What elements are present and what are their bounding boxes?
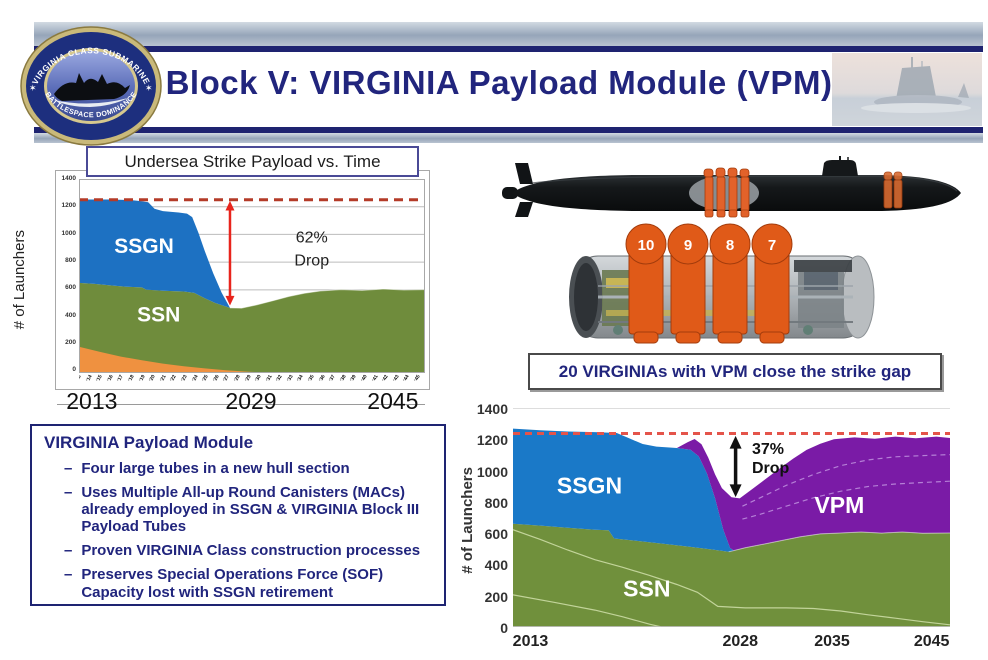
chart1-y-ticks: 1400 1200 1000 800 600 400 200 0 (57, 175, 76, 374)
chart1-minor-ticks: '13'14'15'16'17'18'19'20'21'22'23'24'25 '… (79, 374, 425, 387)
y-tick-label: 1200 (61, 202, 76, 210)
chart1-title-box: Undersea Strike Payload vs. Time (86, 146, 419, 177)
y-tick-label: 0 (72, 366, 76, 374)
y-tick-label: 1400 (61, 175, 76, 182)
tube-number-label: 10 (638, 237, 655, 254)
tube-number-label: 7 (768, 237, 776, 254)
y-tick-label: 400 (484, 557, 508, 574)
y-tick-label: 1400 (476, 401, 508, 417)
chart2-y-ticks: 1400 1200 1000 800 600 400 200 0 (472, 402, 508, 635)
submarine-side-view (502, 156, 961, 218)
header-rule-bottom (34, 127, 983, 133)
vpm-bullet-list: – Four large tubes in a new hull section –… (64, 460, 434, 601)
x-tick-label: 2045 (913, 633, 950, 650)
y-tick-label: 200 (65, 339, 76, 347)
strike-gap-banner: 20 VIRGINIAs with VPM close the strike g… (528, 353, 942, 390)
vpm-bullet: – Preserves Special Operations Force (SOF… (64, 566, 384, 601)
x-tick-label: 2029 (225, 388, 277, 414)
x-tick-label: 2028 (722, 633, 759, 650)
y-tick-label: 800 (484, 494, 508, 511)
y-tick-label: 1000 (476, 463, 508, 480)
chart1-undersea-strike-payload: 1400 1200 1000 800 600 400 200 0 SSGN SSN 62% Drop… (55, 170, 430, 390)
logo-star-right: ✶ (145, 83, 153, 93)
y-tick-label: 400 (65, 311, 76, 319)
y-tick-label: 600 (484, 526, 508, 543)
y-tick-label: 200 (484, 588, 508, 605)
x-tick-label: 2035 (814, 633, 850, 650)
chart2-plot-area: SSGN SSN VPM 37% Drop (513, 408, 950, 627)
chart1-title: Undersea Strike Payload vs. Time (124, 151, 381, 171)
vpm-bullet: – Four large tubes in a new hull section (64, 460, 350, 477)
header-top-band (34, 22, 983, 46)
x-tick-label: 2013 (66, 388, 118, 414)
tube-number-label: 8 (726, 237, 734, 254)
header-title-strip (34, 52, 983, 127)
y-tick-label: 1000 (61, 229, 76, 237)
vpm-bullet: – Proven VIRGINIA Class construction proc… (64, 542, 421, 560)
svg-text:37%: 37% (752, 441, 784, 458)
y-tick-label: 0 (500, 619, 508, 636)
minor-tick-label: '45 (413, 374, 422, 383)
svg-text:SSN: SSN (137, 304, 180, 327)
header-rule-top (34, 46, 983, 52)
y-tick-label: 1200 (476, 432, 508, 449)
page-title: Block V: VIRGINIA Payload Module (VPM) (165, 64, 833, 101)
chart2-x-major-labels: 2013 2028 2035 2045 (513, 633, 950, 655)
chart1-x-major-labels: 2013 2029 2045 (66, 388, 424, 414)
submarine-vpm-cutaway: 10 9 8 7 (569, 223, 875, 344)
chart1-plot-area: SSGN SSN 62% Drop (79, 179, 425, 373)
header-submarine-photo (832, 53, 982, 126)
y-tick-label: 800 (65, 257, 76, 265)
vpm-info-box: VIRGINIA Payload Module – Four large tube… (30, 424, 446, 606)
logo-star-left: ✶ (29, 83, 37, 93)
svg-text:SSN: SSN (623, 575, 670, 601)
svg-text:SSGN: SSGN (557, 472, 622, 498)
header-bottom-band (34, 133, 983, 143)
x-tick-label: 2045 (367, 388, 419, 414)
vpm-info-title: VIRGINIA Payload Module (44, 433, 254, 452)
strike-gap-banner-text: 20 VIRGINIAs with VPM close the strike g… (558, 361, 912, 381)
svg-text:VPM: VPM (814, 492, 864, 518)
y-tick-label: 600 (65, 284, 76, 292)
svg-text:Drop: Drop (294, 253, 329, 270)
chart1-axis-baseline (57, 404, 425, 405)
svg-text:62%: 62% (296, 230, 328, 247)
chart1-y-axis-title: # of Launchers (10, 230, 28, 330)
tube-number-label: 9 (684, 237, 692, 254)
x-tick-label: 2013 (512, 633, 549, 650)
svg-text:SSGN: SSGN (114, 235, 174, 258)
vpm-bullet: – Uses Multiple All-up Round Canisters (M… (64, 484, 420, 536)
svg-text:Drop: Drop (752, 460, 790, 477)
virginia-class-logo: ✶ ✶ VIRGINIA CLASS SUBMARINE BATTLESPACE… (20, 26, 162, 146)
